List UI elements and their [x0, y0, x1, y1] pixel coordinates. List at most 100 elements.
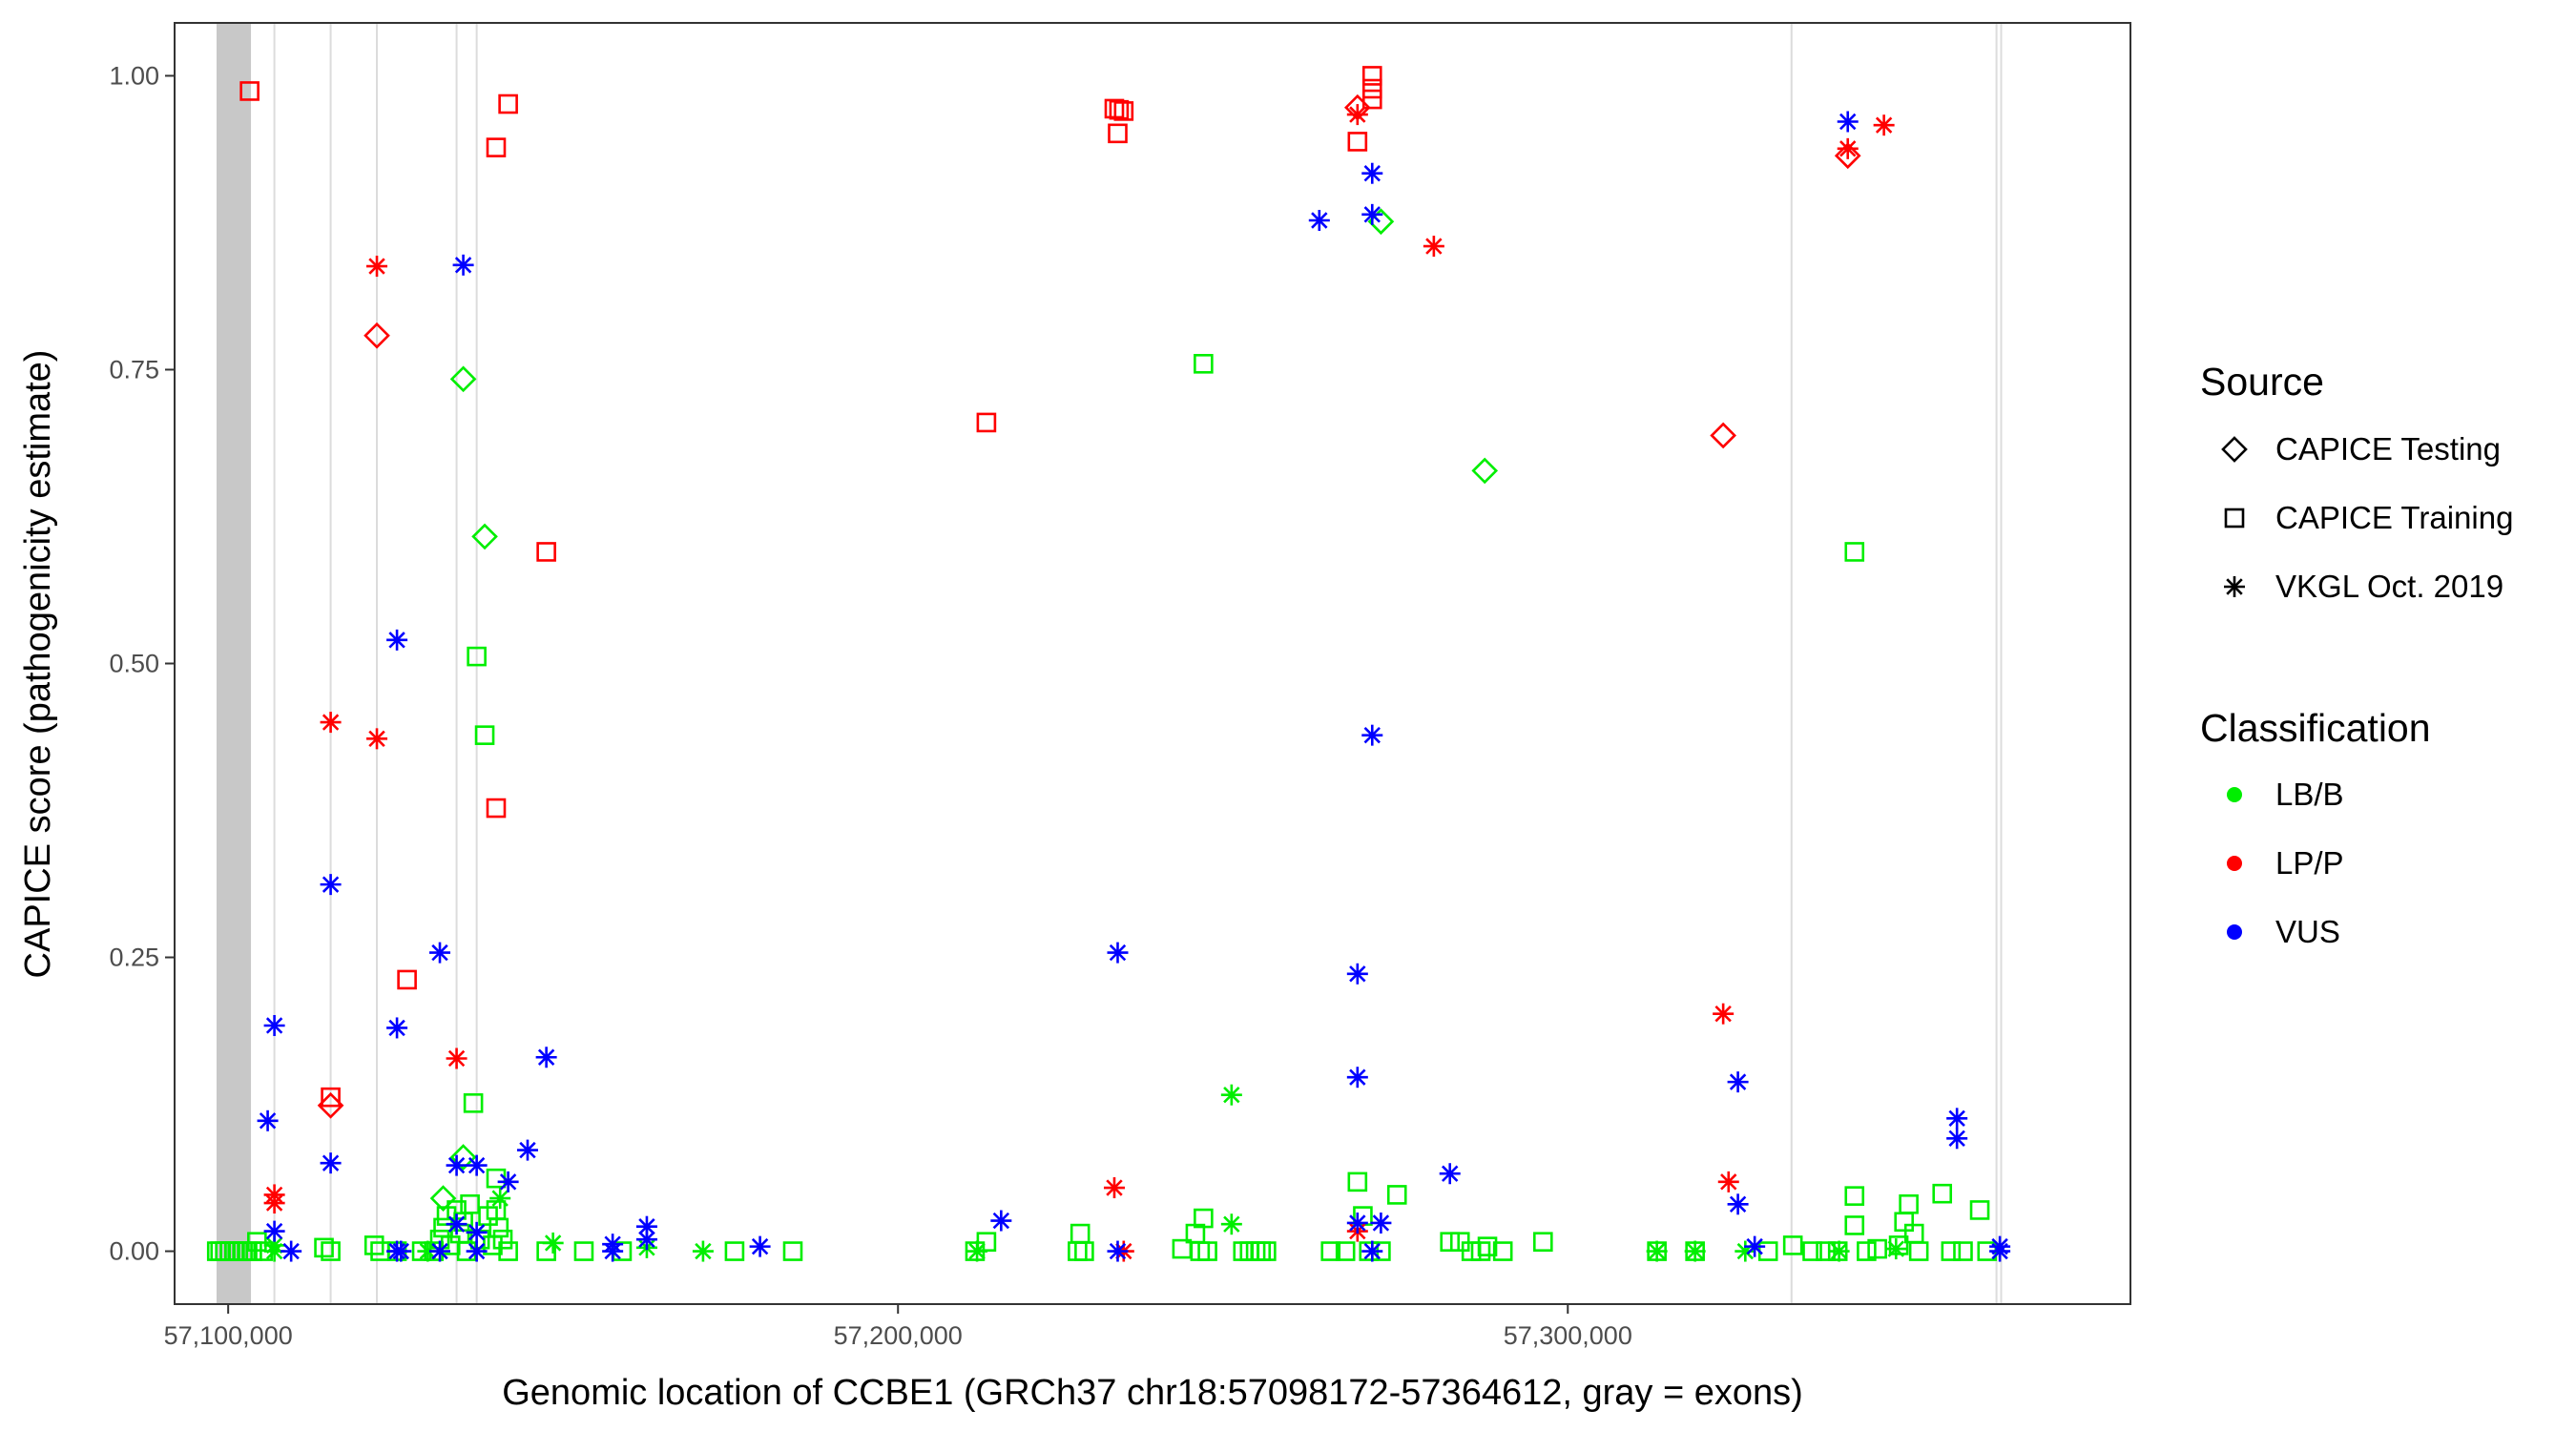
data-point	[463, 1093, 484, 1113]
data-point	[449, 365, 477, 393]
data-point	[1361, 1240, 1383, 1262]
x-tick-label: 57,300,000	[1504, 1321, 1632, 1350]
data-point	[320, 1152, 342, 1174]
data-point	[1744, 1235, 1766, 1257]
data-point	[486, 798, 507, 819]
data-point	[1946, 1108, 1968, 1130]
data-point	[492, 1229, 513, 1250]
data-point	[1837, 137, 1859, 159]
data-point	[542, 1232, 564, 1254]
data-point	[1834, 142, 1861, 170]
data-point	[724, 1241, 745, 1261]
data-point	[1194, 354, 1214, 374]
data-point	[280, 1240, 302, 1262]
data-point	[386, 1017, 408, 1039]
legend-dot-icon	[2227, 924, 2242, 940]
data-point	[1802, 1241, 1822, 1261]
data-point	[321, 1087, 341, 1108]
data-point	[1347, 132, 1368, 152]
data-point	[467, 646, 487, 667]
data-point	[692, 1240, 714, 1262]
data-point	[263, 1192, 285, 1214]
y-axis-title: CAPICE score (pathogenicity estimate)	[18, 350, 58, 979]
exon-band	[217, 23, 252, 1304]
data-point	[429, 1240, 451, 1262]
legend-source-label: CAPICE Testing	[2275, 431, 2501, 467]
data-point	[1107, 1240, 1129, 1262]
data-point	[386, 629, 408, 651]
data-point	[1361, 203, 1383, 225]
legend-dot-icon	[2227, 787, 2242, 802]
data-point	[1470, 1241, 1491, 1261]
data-point	[1828, 1240, 1850, 1262]
data-point	[366, 256, 388, 278]
data-point	[1308, 209, 1330, 231]
data-point	[1103, 1177, 1125, 1199]
data-point	[1113, 101, 1134, 121]
data-point	[1532, 1232, 1553, 1252]
data-point	[263, 1220, 285, 1242]
data-point	[489, 1188, 511, 1210]
data-point	[449, 1144, 477, 1171]
data-point	[1873, 114, 1895, 136]
legend-source-label: VKGL Oct. 2019	[2275, 569, 2503, 604]
data-point	[1361, 78, 1382, 99]
data-point	[573, 1241, 594, 1261]
data-point	[1908, 1241, 1929, 1261]
data-point	[990, 1210, 1012, 1232]
legend-dot-icon	[2227, 856, 2242, 871]
y-tick-label: 0.00	[109, 1237, 159, 1266]
data-point	[460, 1193, 480, 1214]
data-point	[1969, 1200, 1990, 1220]
data-point	[317, 1091, 344, 1119]
y-tick-label: 0.50	[109, 650, 159, 678]
data-point	[1361, 724, 1383, 746]
y-tick-label: 0.25	[109, 944, 159, 972]
data-point	[498, 1241, 518, 1261]
data-point	[1713, 1003, 1735, 1025]
y-axis: 0.00 0.25 0.50 0.75 1.00	[109, 61, 175, 1266]
data-point	[1646, 1240, 1668, 1262]
y-tick-label: 1.00	[109, 61, 159, 90]
data-point	[466, 1154, 488, 1176]
data-point	[1885, 1238, 1907, 1260]
data-point	[1477, 1236, 1498, 1256]
data-point	[535, 1047, 557, 1068]
data-point	[471, 523, 498, 550]
data-point	[1717, 1171, 1739, 1192]
legend-source: Source CAPICE Testing CAPICE Training VKGL…	[2200, 360, 2513, 604]
data-point	[1074, 1241, 1094, 1261]
legend-classification-label: VUS	[2275, 914, 2340, 949]
data-point	[497, 1171, 519, 1192]
data-point	[257, 1110, 279, 1131]
data-point	[1361, 66, 1382, 86]
data-point	[239, 81, 260, 101]
data-point	[1108, 123, 1128, 144]
data-point	[366, 728, 388, 750]
legend-classification-title: Classification	[2200, 706, 2431, 750]
data-point	[486, 137, 507, 157]
data-point	[1194, 1208, 1214, 1229]
data-point	[1782, 1235, 1803, 1255]
data-point	[1370, 1212, 1392, 1234]
data-point	[635, 1215, 657, 1237]
data-point	[429, 1185, 457, 1212]
data-point	[749, 1235, 771, 1257]
data-points	[206, 66, 2011, 1262]
data-point	[452, 254, 474, 276]
data-point	[1346, 1067, 1368, 1089]
data-point	[364, 1235, 384, 1255]
legend-classification-label: LB/B	[2275, 777, 2344, 812]
data-point	[474, 725, 495, 745]
data-point	[446, 1047, 467, 1069]
data-point	[466, 1240, 488, 1262]
data-point	[1932, 1183, 1953, 1204]
data-point	[364, 321, 390, 349]
data-point	[397, 969, 417, 990]
data-point	[314, 1237, 334, 1258]
data-point	[1347, 1172, 1368, 1192]
legend-source-title: Source	[2200, 360, 2324, 404]
data-point	[516, 1139, 538, 1161]
legend-classification-label: LP/P	[2275, 845, 2344, 881]
data-point	[1220, 1213, 1242, 1235]
